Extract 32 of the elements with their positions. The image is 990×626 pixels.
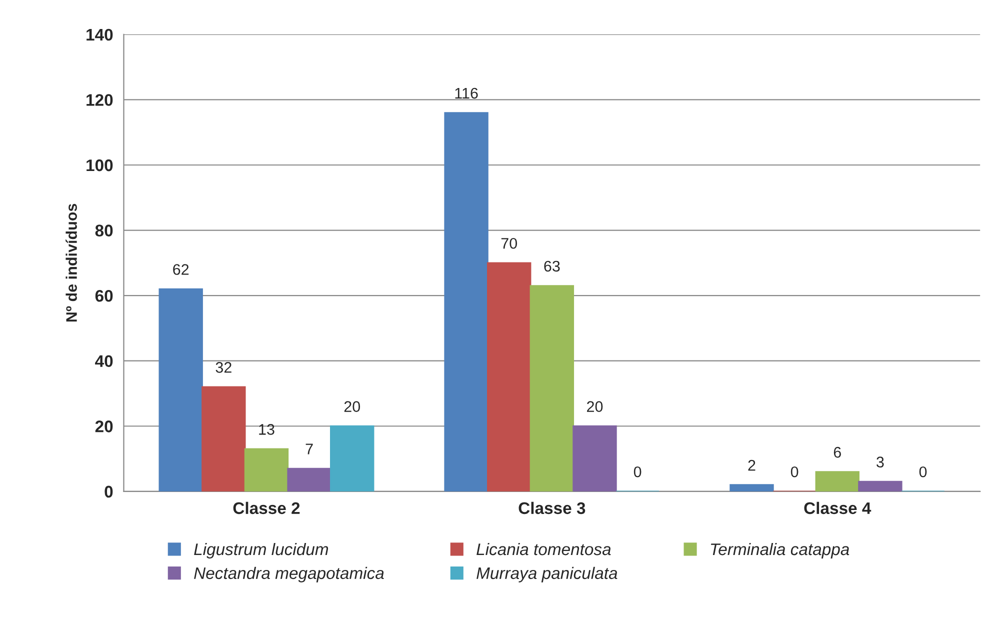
y-tick-label: 40 — [95, 355, 113, 368]
x-tick-label: Classe 2 — [233, 502, 300, 514]
y-axis-title: Nº de indivíduos — [66, 204, 77, 322]
legend-label: Nectandra megapotamica — [194, 566, 384, 582]
data-label: 0 — [790, 466, 798, 478]
x-tick-label: Classe 4 — [804, 502, 872, 514]
data-label: 3 — [876, 456, 884, 468]
legend-label: Licania tomentosa — [476, 542, 611, 556]
y-tick-label: 80 — [95, 224, 113, 236]
data-label: 63 — [544, 260, 560, 272]
data-label: 116 — [455, 88, 478, 99]
data-label: 70 — [501, 238, 518, 249]
legend-label: Ligustrum lucidum — [194, 542, 328, 559]
legend-label: Murraya paniculata — [476, 566, 618, 582]
y-tick-label: 0 — [104, 486, 113, 498]
data-label: 2 — [748, 460, 756, 471]
data-label: 62 — [173, 264, 189, 275]
data-label: 0 — [634, 466, 642, 478]
y-tick-label: 120 — [86, 94, 113, 106]
y-tick-label: 140 — [86, 28, 113, 41]
data-label: 0 — [919, 466, 927, 478]
y-tick-label: 60 — [95, 290, 113, 302]
data-label: 32 — [216, 362, 232, 373]
y-tick-label: 20 — [95, 420, 113, 432]
data-label: 6 — [834, 446, 841, 458]
legend-label: Terminalia catappa — [710, 542, 850, 559]
data-label: 20 — [344, 401, 360, 412]
x-tick-label: Classe 3 — [518, 502, 586, 514]
data-label: 20 — [587, 401, 603, 412]
data-label: 13 — [259, 424, 274, 435]
y-tick-label: 100 — [86, 159, 113, 172]
data-label: 7 — [306, 444, 313, 454]
